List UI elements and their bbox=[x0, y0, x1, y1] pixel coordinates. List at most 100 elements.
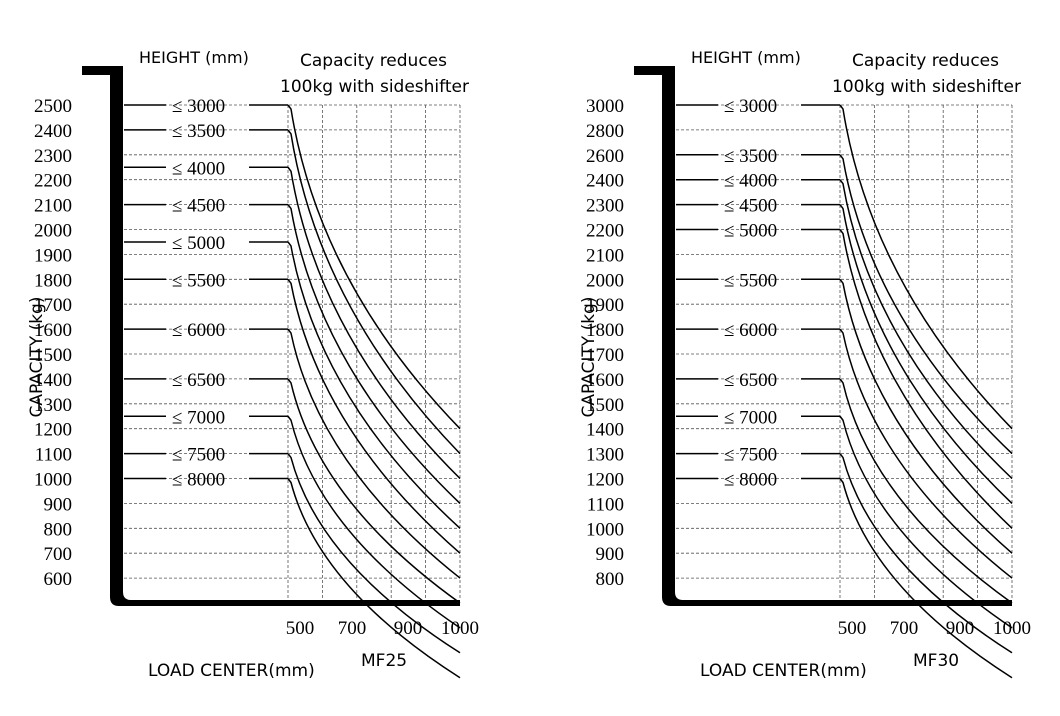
mf30-curves bbox=[839, 104, 1013, 679]
mf30-height-label: ≤ 3000 bbox=[724, 96, 777, 117]
mf30-curve bbox=[839, 154, 1013, 455]
mf30-y-tick-label: 2800 bbox=[586, 121, 624, 142]
mf25-y-tick-labels: 2500 2400 2300 2200 2100 2000 1900 1800 1700 1600… bbox=[34, 96, 72, 590]
mf25-curve bbox=[287, 204, 461, 504]
mf30-height-label: ≤ 4500 bbox=[724, 196, 777, 217]
mf25-y-tick-label: 700 bbox=[44, 544, 73, 565]
mf30-height-label: ≤ 7000 bbox=[724, 407, 777, 428]
mf25-height-label: ≤ 6000 bbox=[172, 320, 225, 341]
mf30-y-tick-label: 1300 bbox=[586, 445, 624, 466]
mf25-curve bbox=[287, 453, 461, 654]
mf30-y-tick-labels: 3000 2800 2600 2400 2300 2200 2100 2000 1900 1800… bbox=[586, 96, 624, 590]
mf25-x-tick-label: 700 bbox=[338, 618, 367, 639]
mf25-curve bbox=[287, 241, 461, 529]
mf25-y-tick-label: 1500 bbox=[34, 345, 72, 366]
mf30-y-tick-label: 1700 bbox=[586, 345, 624, 366]
mf30-x-tick-labels: 500 700 900 1000 bbox=[838, 618, 1031, 639]
mf30-note-line-1: Capacity reduces bbox=[852, 51, 999, 71]
mf30-height-label: ≤ 4000 bbox=[724, 171, 777, 192]
mf30-y-tick-label: 1400 bbox=[586, 420, 624, 441]
mf30-note-line-2: 100kg with sideshifter bbox=[832, 77, 1021, 97]
mf30-x-tick-label: 900 bbox=[946, 618, 975, 639]
mf25-height-label: ≤ 5500 bbox=[172, 270, 225, 291]
mf30-curve bbox=[839, 278, 1013, 554]
mf25-y-tick-label: 1800 bbox=[34, 270, 72, 291]
mf25-curve bbox=[287, 129, 461, 455]
mf25-y-tick-label: 2100 bbox=[34, 196, 72, 217]
mf25-y-tick-label: 2000 bbox=[34, 221, 72, 242]
mf25-grid bbox=[124, 104, 461, 600]
mf30-curve bbox=[839, 179, 1013, 480]
mf30-height-label: ≤ 3500 bbox=[724, 146, 777, 167]
mf25-curves bbox=[287, 104, 461, 679]
mf25-y-tick-label: 600 bbox=[44, 569, 73, 590]
mf30-height-label: ≤ 7500 bbox=[724, 445, 777, 466]
mf25-x-tick-label: 500 bbox=[286, 618, 315, 639]
mf30-y-tick-label: 1500 bbox=[586, 395, 624, 416]
mf25-note-line-2: 100kg with sideshifter bbox=[280, 77, 469, 97]
mf25-y-tick-label: 2300 bbox=[34, 146, 72, 167]
mf25-x-axis-label: LOAD CENTER(mm) bbox=[148, 661, 315, 681]
mf30-curve bbox=[839, 378, 1013, 604]
mf30-curve bbox=[839, 453, 1013, 654]
mf30-x-tick-label: 500 bbox=[838, 618, 867, 639]
mf25-curve bbox=[287, 478, 461, 679]
mf25-y-axis-label: CAPACITY (kg) bbox=[27, 297, 47, 418]
mf25-y-tick-label: 1600 bbox=[34, 320, 72, 341]
mf30-height-label: ≤ 8000 bbox=[724, 470, 777, 491]
mf30-model-label: MF30 bbox=[913, 651, 959, 671]
mf30-height-header: HEIGHT (mm) bbox=[691, 48, 801, 67]
mf30-height-label: ≤ 5500 bbox=[724, 270, 777, 291]
mf30-y-tick-label: 1800 bbox=[586, 320, 624, 341]
mf30-y-tick-label: 2200 bbox=[586, 221, 624, 242]
mf30-x-tick-label: 700 bbox=[890, 618, 919, 639]
mf30-height-labels: ≤ 3000 ≤ 3500 ≤ 4000 ≤ 4500 ≤ 5000 ≤ 5500 ≤ 60… bbox=[676, 96, 840, 491]
mf25-fork-frame bbox=[82, 66, 460, 606]
mf25-height-label: ≤ 4000 bbox=[172, 158, 225, 179]
mf25-y-tick-label: 1400 bbox=[34, 370, 72, 391]
mf30-curve bbox=[839, 415, 1013, 629]
mf30-y-tick-label: 900 bbox=[596, 544, 625, 565]
mf25-height-label: ≤ 3000 bbox=[172, 96, 225, 117]
mf30-y-tick-label: 2300 bbox=[586, 196, 624, 217]
mf25-y-tick-label: 2200 bbox=[34, 171, 72, 192]
mf25-curve bbox=[287, 328, 461, 579]
mf30-y-tick-label: 2100 bbox=[586, 245, 624, 266]
mf30-y-tick-label: 1600 bbox=[586, 370, 624, 391]
mf30-y-tick-label: 1000 bbox=[586, 519, 624, 540]
mf25-y-tick-label: 1900 bbox=[34, 245, 72, 266]
mf30-height-label: ≤ 5000 bbox=[724, 221, 777, 242]
mf30-curve bbox=[839, 104, 1013, 430]
mf25-y-tick-label: 1200 bbox=[34, 420, 72, 441]
mf25-y-tick-label: 1300 bbox=[34, 395, 72, 416]
mf30-height-label: ≤ 6500 bbox=[724, 370, 777, 391]
mf25-y-tick-label: 2400 bbox=[34, 121, 72, 142]
mf30-x-axis-label: LOAD CENTER(mm) bbox=[700, 661, 867, 681]
mf25-curve bbox=[287, 104, 461, 430]
mf25-height-label: ≤ 7500 bbox=[172, 445, 225, 466]
mf25-height-label: ≤ 8000 bbox=[172, 470, 225, 491]
mf25-height-label: ≤ 7000 bbox=[172, 407, 225, 428]
mf25-curve bbox=[287, 166, 461, 480]
mf30-curve bbox=[839, 229, 1013, 529]
mf25-x-tick-label: 900 bbox=[394, 618, 423, 639]
mf30-curve bbox=[839, 478, 1013, 679]
mf25-height-labels: ≤ 3000 ≤ 3500 ≤ 4000 ≤ 4500 ≤ 5000 ≤ 5500 ≤ 60… bbox=[124, 96, 288, 491]
chart-mf30: HEIGHT (mm) Capacity reduces 100kg with … bbox=[579, 48, 1031, 681]
mf25-x-tick-label: 1000 bbox=[441, 618, 479, 639]
chart-mf25: HEIGHT (mm) Capacity reduces 100kg with … bbox=[27, 48, 479, 681]
mf30-curve bbox=[839, 204, 1013, 504]
mf25-height-label: ≤ 3500 bbox=[172, 121, 225, 142]
mf25-curve bbox=[287, 415, 461, 629]
mf25-y-tick-label: 1000 bbox=[34, 470, 72, 491]
mf30-curve bbox=[839, 328, 1013, 579]
mf30-y-tick-label: 1100 bbox=[587, 494, 624, 515]
mf25-y-tick-label: 800 bbox=[44, 519, 73, 540]
mf30-y-tick-label: 1200 bbox=[586, 470, 624, 491]
mf30-y-tick-label: 1900 bbox=[586, 295, 624, 316]
mf30-y-axis-label: CAPACITY (kg) bbox=[579, 297, 599, 418]
mf25-height-label: ≤ 4500 bbox=[172, 196, 225, 217]
mf25-y-tick-label: 900 bbox=[44, 494, 73, 515]
mf25-height-label: ≤ 5000 bbox=[172, 233, 225, 254]
